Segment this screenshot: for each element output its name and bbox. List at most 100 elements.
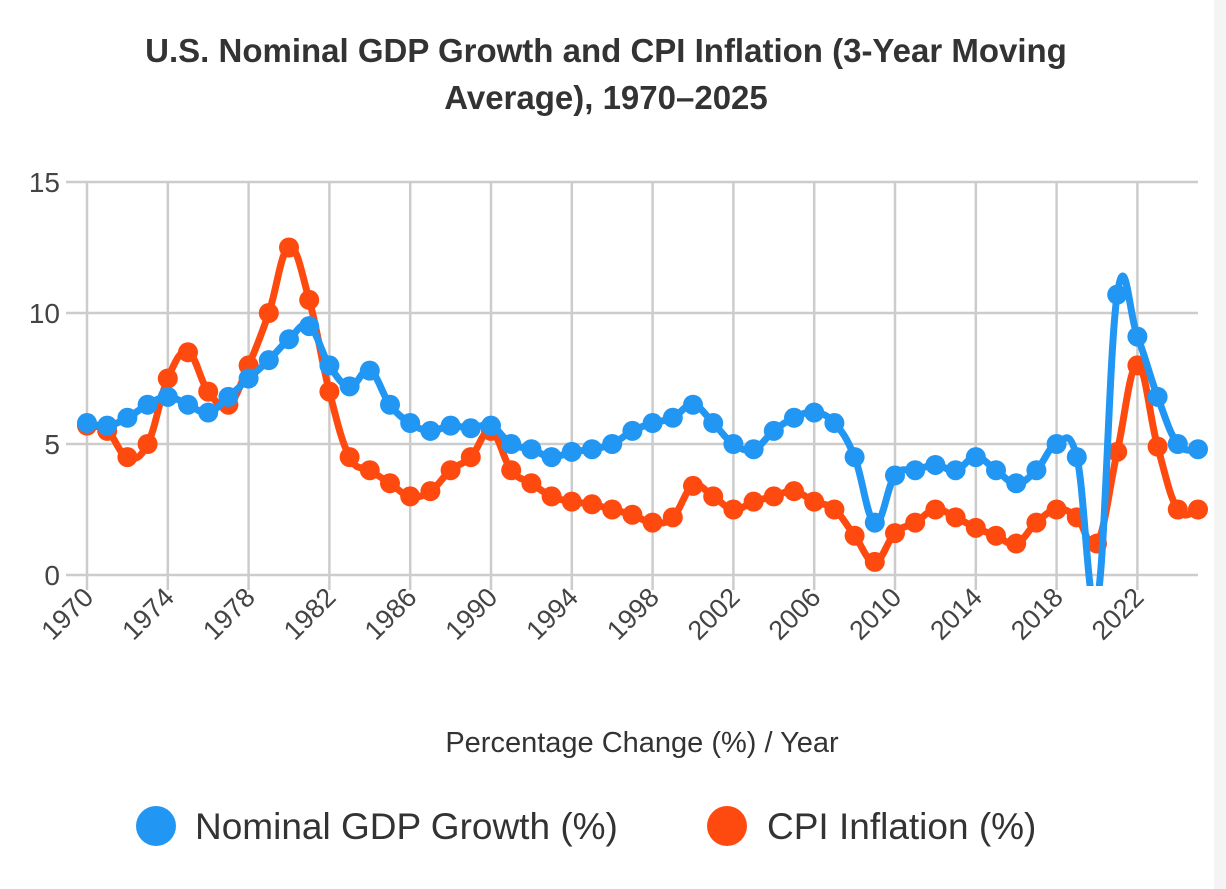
- x-tick-label: 1986: [359, 582, 423, 646]
- data-point-cpi: [339, 447, 360, 468]
- data-point-cpi: [541, 486, 562, 507]
- data-point-gdp: [1167, 434, 1188, 454]
- data-point-cpi: [420, 481, 441, 502]
- x-tick-label: 2006: [763, 582, 827, 646]
- data-point-cpi: [885, 523, 905, 544]
- data-point-gdp: [844, 447, 865, 468]
- y-axis: 0 5 10 15: [29, 167, 60, 591]
- data-point-cpi: [602, 499, 623, 520]
- data-point-gdp: [1127, 326, 1148, 347]
- x-axis-label: Percentage Change (%) / Year: [445, 727, 839, 759]
- data-point-cpi: [763, 486, 784, 507]
- data-point-gdp: [319, 355, 340, 376]
- data-point-cpi: [1006, 533, 1027, 554]
- data-point-cpi: [905, 512, 926, 533]
- data-point-gdp: [602, 434, 623, 454]
- data-point-cpi: [460, 447, 481, 468]
- chart-title-line2: Average), 1970–2025: [444, 79, 768, 116]
- data-point-gdp: [723, 434, 744, 454]
- data-point-gdp: [440, 415, 461, 436]
- x-axis: 1970 1974 1978 1982 1986 1990 1994 1998 2002 2006…: [36, 582, 1150, 646]
- data-point-gdp: [77, 413, 97, 434]
- data-point-cpi: [945, 507, 966, 528]
- chart-title-line1: U.S. Nominal GDP Growth and CPI Inflatio…: [145, 32, 1067, 69]
- data-point-gdp: [804, 402, 825, 423]
- data-point-gdp: [1066, 447, 1087, 468]
- y-tick-label: 15: [29, 167, 60, 198]
- data-point-gdp: [986, 460, 1006, 481]
- data-point-gdp: [460, 418, 481, 439]
- data-point-cpi: [925, 499, 946, 520]
- data-point-cpi: [1188, 499, 1208, 520]
- series-group: [77, 237, 1208, 586]
- x-tick-label: 1970: [36, 582, 100, 646]
- page-edge: [1214, 0, 1226, 889]
- data-point-gdp: [198, 402, 219, 423]
- data-point-gdp: [1026, 460, 1047, 481]
- data-point-cpi: [521, 473, 542, 494]
- series-line-gdp: [86, 272, 1199, 586]
- legend-marker-gdp[interactable]: [136, 806, 176, 846]
- data-point-cpi: [1046, 499, 1067, 520]
- data-point-gdp: [885, 465, 905, 486]
- x-tick-label: 1994: [520, 582, 584, 646]
- data-point-gdp: [359, 360, 380, 381]
- data-point-gdp: [541, 447, 562, 468]
- x-tick-label: 2002: [682, 582, 746, 646]
- y-tick-label: 0: [44, 560, 60, 591]
- legend-marker-cpi[interactable]: [707, 806, 747, 846]
- data-point-cpi: [844, 525, 865, 546]
- data-point-gdp: [622, 420, 643, 441]
- x-tick-label: 2022: [1086, 582, 1150, 646]
- data-point-cpi: [582, 494, 602, 515]
- data-point-gdp: [864, 512, 885, 533]
- data-point-cpi: [683, 475, 703, 496]
- x-tick-label: 2010: [844, 582, 908, 646]
- legend-label-cpi[interactable]: CPI Inflation (%): [767, 806, 1036, 847]
- data-point-gdp: [763, 420, 784, 441]
- data-point-cpi: [1026, 512, 1047, 533]
- x-tick-label: 1990: [440, 582, 504, 646]
- data-point-gdp: [662, 407, 683, 428]
- y-tick-label: 5: [44, 429, 60, 460]
- data-point-cpi: [501, 460, 522, 481]
- data-point-gdp: [299, 316, 320, 337]
- data-point-cpi: [784, 481, 804, 502]
- data-point-cpi: [299, 289, 320, 310]
- x-tick-label: 1978: [197, 582, 261, 646]
- data-point-cpi: [400, 486, 421, 507]
- data-point-cpi: [319, 381, 340, 402]
- data-point-cpi: [723, 499, 744, 520]
- x-tick-label: 1974: [116, 582, 180, 646]
- data-point-gdp: [965, 447, 986, 468]
- data-point-gdp: [420, 420, 441, 441]
- data-point-gdp: [97, 415, 118, 436]
- data-point-cpi: [1107, 441, 1128, 462]
- data-point-gdp: [1188, 439, 1208, 460]
- data-point-cpi: [440, 460, 461, 481]
- data-point-gdp: [218, 386, 239, 407]
- data-point-gdp: [481, 415, 501, 436]
- data-point-gdp: [380, 394, 400, 415]
- data-point-gdp: [238, 368, 259, 389]
- data-point-gdp: [521, 439, 542, 460]
- data-point-gdp: [400, 413, 421, 434]
- data-point-gdp: [703, 413, 724, 434]
- data-point-gdp: [279, 329, 299, 350]
- data-point-gdp: [1107, 284, 1128, 305]
- data-point-cpi: [157, 368, 178, 389]
- data-point-gdp: [117, 407, 138, 428]
- data-point-gdp: [501, 434, 522, 454]
- data-point-cpi: [137, 434, 158, 454]
- data-point-cpi: [965, 517, 986, 538]
- data-point-cpi: [662, 507, 683, 528]
- data-point-cpi: [622, 504, 643, 525]
- legend-label-gdp[interactable]: Nominal GDP Growth (%): [195, 806, 618, 847]
- data-point-cpi: [1147, 436, 1168, 457]
- data-point-cpi: [258, 303, 279, 323]
- legend: Nominal GDP Growth (%) CPI Inflation (%): [136, 806, 1036, 847]
- x-tick-label: 2018: [1005, 582, 1069, 646]
- data-point-cpi: [703, 486, 724, 507]
- data-point-gdp: [743, 439, 764, 460]
